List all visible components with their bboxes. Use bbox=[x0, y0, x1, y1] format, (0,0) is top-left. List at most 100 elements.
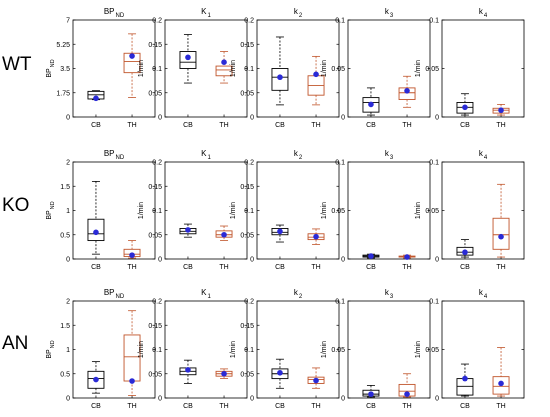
y-tick-label: 0 bbox=[158, 396, 162, 403]
y-tick-label: 0.2 bbox=[152, 18, 162, 25]
panel-title: k4 bbox=[479, 288, 488, 300]
panel-title-main: K bbox=[201, 7, 207, 16]
y-tick-label: 0 bbox=[250, 115, 254, 122]
panel-title: K1 bbox=[201, 149, 211, 161]
y-tick-label: 0.1 bbox=[335, 299, 345, 306]
y-tick-label: 0.05 bbox=[425, 347, 439, 354]
y-axis-label: 1/min bbox=[415, 202, 422, 219]
y-axis-label: 1/min bbox=[138, 202, 145, 219]
mean-marker bbox=[368, 391, 374, 397]
box-th bbox=[123, 33, 141, 98]
y-tick-label: 0.1 bbox=[335, 160, 345, 167]
y-tick-label: 0.05 bbox=[148, 371, 162, 378]
x-tick-label-cb: CB bbox=[366, 403, 376, 410]
iqr-box bbox=[307, 376, 325, 384]
box-th bbox=[215, 225, 233, 241]
mean-marker bbox=[313, 233, 319, 240]
panel-title-sub: ND bbox=[116, 13, 125, 19]
panel-title: k3 bbox=[385, 288, 394, 300]
x-tick-label-th: TH bbox=[402, 403, 411, 410]
x-tick-label-cb: CB bbox=[275, 403, 285, 410]
y-tick-label: 0.05 bbox=[425, 208, 439, 215]
box-cb bbox=[179, 34, 197, 84]
x-tick-label-th: TH bbox=[127, 122, 136, 129]
y-axis-label: 1/min bbox=[230, 60, 237, 77]
mean-marker bbox=[221, 231, 227, 238]
x-tick-label-th: TH bbox=[496, 264, 505, 271]
panel-title-main: k bbox=[294, 7, 299, 16]
y-tick-label: 2 bbox=[66, 160, 70, 167]
y-axis-label: BPND bbox=[46, 340, 56, 358]
y-axis-label-main: BP bbox=[46, 68, 53, 78]
x-tick-label-cb: CB bbox=[91, 264, 101, 271]
panel-title-main: K bbox=[201, 149, 207, 158]
y-tick-label: 0 bbox=[250, 257, 254, 264]
mean-marker bbox=[404, 391, 410, 397]
mean-marker bbox=[498, 380, 504, 387]
iqr-box bbox=[215, 65, 233, 77]
y-tick-label: 0.05 bbox=[240, 90, 254, 97]
y-tick-label: 0.1 bbox=[429, 299, 439, 306]
y-tick-label: 1.5 bbox=[60, 323, 70, 330]
mean-marker bbox=[313, 71, 319, 78]
y-tick-label: 0.2 bbox=[152, 299, 162, 306]
y-tick-label: 1.75 bbox=[56, 90, 70, 97]
x-tick-label-cb: CB bbox=[183, 122, 193, 129]
x-tick-label-cb: CB bbox=[460, 264, 470, 271]
y-axis-label-main: 1/min bbox=[415, 202, 422, 219]
y-axis-label-main: 1/min bbox=[138, 202, 145, 219]
mean-marker bbox=[185, 227, 191, 233]
mean-marker bbox=[93, 229, 99, 236]
y-tick-label: 0.15 bbox=[240, 184, 254, 191]
x-tick-label-th: TH bbox=[311, 264, 320, 271]
box-cb bbox=[87, 361, 105, 394]
y-axis-label-sub: ND bbox=[50, 340, 56, 348]
y-axis-label: 1/min bbox=[321, 341, 328, 358]
y-tick-label: 0 bbox=[435, 115, 439, 122]
box-th bbox=[307, 55, 325, 106]
y-tick-label: 0 bbox=[158, 115, 162, 122]
iqr-box bbox=[492, 217, 510, 250]
y-tick-label: 0.1 bbox=[152, 347, 162, 354]
y-axis-label-main: 1/min bbox=[415, 60, 422, 77]
iqr-box bbox=[271, 227, 289, 236]
box-th bbox=[123, 310, 141, 396]
iqr-box bbox=[362, 97, 380, 113]
x-tick-label-cb: CB bbox=[91, 403, 101, 410]
panel-title-main: k bbox=[479, 149, 484, 158]
y-tick-label: 0 bbox=[435, 257, 439, 264]
mean-marker bbox=[277, 369, 283, 376]
x-tick-label-cb: CB bbox=[366, 122, 376, 129]
box-cb bbox=[456, 363, 474, 397]
y-tick-label: 0.15 bbox=[148, 184, 162, 191]
box-cb bbox=[362, 384, 380, 398]
row-label-ko: KO bbox=[2, 195, 30, 216]
panel-title-main: BP bbox=[104, 288, 115, 297]
panel-title: BPND bbox=[104, 7, 125, 19]
x-tick-label-th: TH bbox=[311, 403, 320, 410]
x-tick-label-th: TH bbox=[402, 122, 411, 129]
panel-title: K1 bbox=[201, 7, 211, 19]
box-th bbox=[215, 51, 233, 84]
y-tick-label: 0.1 bbox=[429, 160, 439, 167]
panel-title: k4 bbox=[479, 7, 488, 19]
mean-marker bbox=[498, 107, 504, 114]
y-tick-label: 0.2 bbox=[244, 160, 254, 167]
row-label-wt: WT bbox=[2, 54, 32, 75]
y-axis-label: 1/min bbox=[321, 60, 328, 77]
y-tick-label: 0.1 bbox=[244, 347, 254, 354]
iqr-box bbox=[179, 51, 197, 69]
y-axis-label-main: 1/min bbox=[321, 202, 328, 219]
panel-an-k3: k3 1/min 0 0.05 0.1 CB TH bbox=[321, 288, 431, 410]
y-tick-label: 0.05 bbox=[148, 90, 162, 97]
mean-marker bbox=[277, 228, 283, 235]
y-tick-label: 0.15 bbox=[148, 42, 162, 49]
panel-ko-k4: k4 1/min 0 0.05 0.1 CB TH bbox=[415, 149, 525, 271]
box-th bbox=[492, 347, 510, 397]
mean-marker bbox=[404, 254, 410, 260]
panel-title: BPND bbox=[104, 288, 125, 300]
mean-marker bbox=[404, 88, 410, 94]
panel-title-sub: 2 bbox=[299, 13, 303, 19]
mean-marker bbox=[277, 74, 283, 81]
y-tick-label: 2 bbox=[66, 299, 70, 306]
